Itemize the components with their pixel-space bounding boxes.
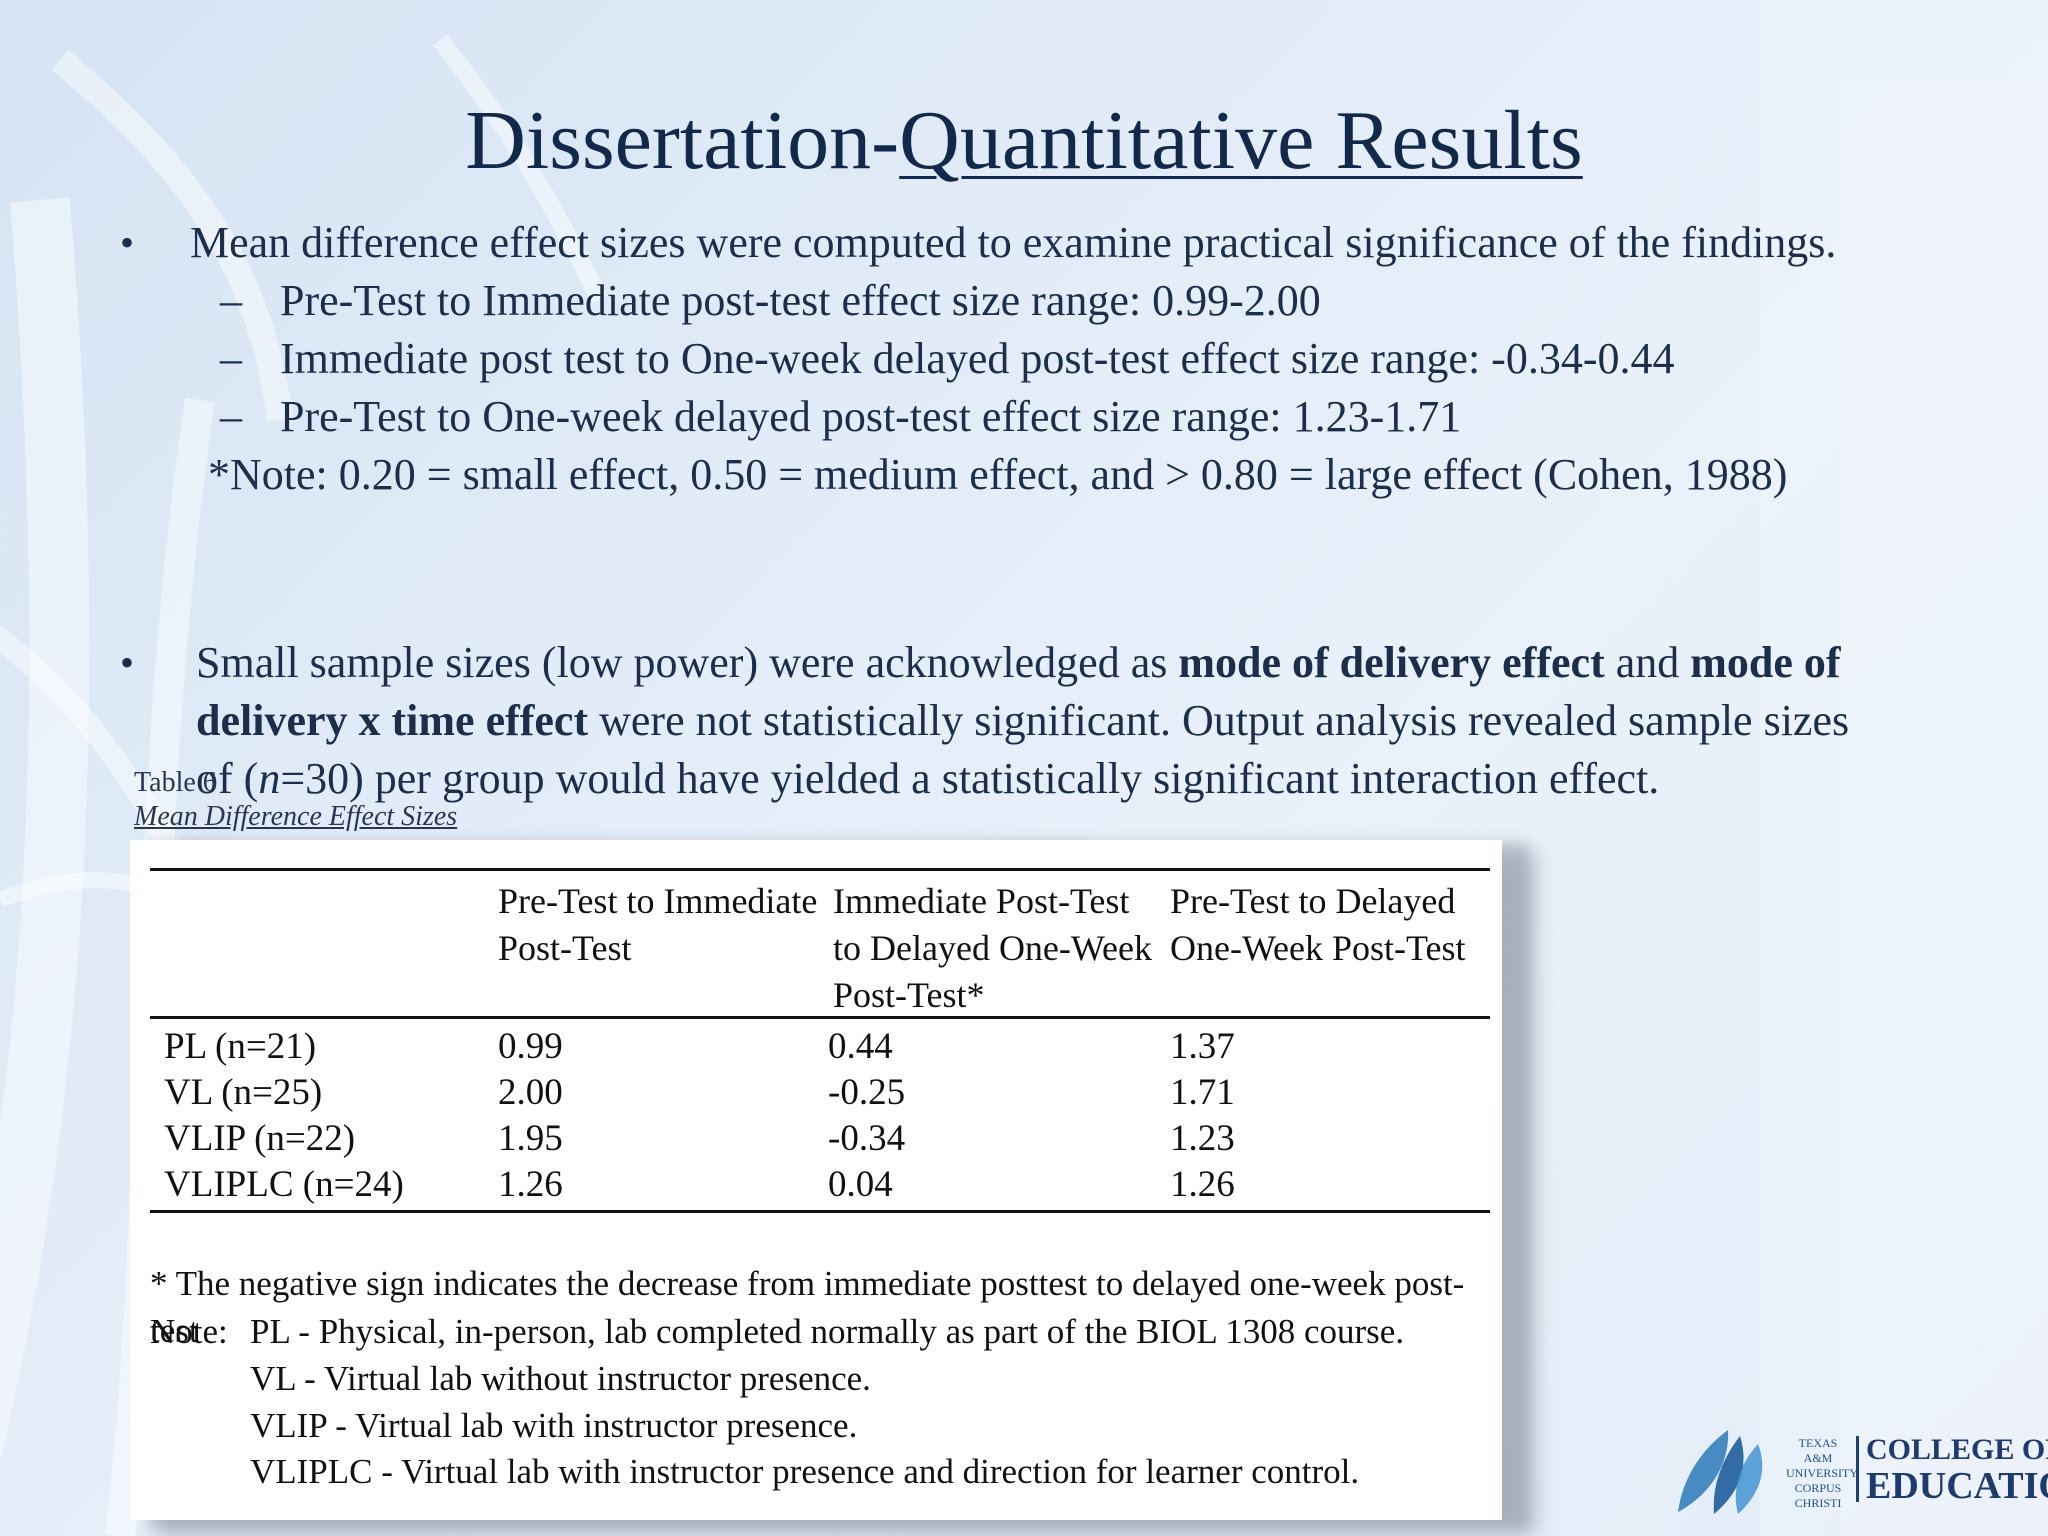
sub-bullet-item: – Pre-Test to One-week delayed post-test… <box>120 388 1880 446</box>
column-header: Pre-Test to Delayed One-Week Post-Test <box>1170 881 1466 968</box>
logo-divider <box>1856 1436 1859 1502</box>
column-header: Pre-Test to Immediate Post-Test <box>498 881 818 968</box>
dash-icon: – <box>220 276 242 325</box>
sub-bullet-text: Pre-Test to One-week delayed post-test e… <box>280 392 1462 441</box>
bullet-item-effect-sizes: • Mean difference effect sizes were comp… <box>120 214 1880 272</box>
table-caption: Table 6 Mean Difference Effect Sizes <box>134 766 457 834</box>
college-name: COLLEGE OF EDUCATION <box>1866 1433 2048 1507</box>
group-cell: PL (n=21) <box>164 1026 317 1067</box>
table-note-label: Note: <box>150 1312 228 1351</box>
table-title: Mean Difference Effect Sizes <box>134 801 458 832</box>
bullet-icon: • <box>120 640 135 685</box>
bullet-icon: • <box>120 220 135 265</box>
bullet-text-part: were not statistically significant. Outp… <box>196 696 1850 803</box>
value-cell: -0.25 <box>828 1072 906 1113</box>
column-header: Immediate Post-Test to Delayed One-Week … <box>833 881 1152 1015</box>
bullet-item-sample-size: • Small sample sizes (low power) were ac… <box>120 634 1880 808</box>
sub-bullet-text: Pre-Test to Immediate post-test effect s… <box>280 276 1321 325</box>
table-row: VLIPLC (n=24) 1.26 0.04 1.26 <box>130 1162 1502 1208</box>
bullet-bold-text: mode of delivery effect <box>1178 638 1605 687</box>
bullet-italic-text: n <box>258 754 281 803</box>
bullet-text-part: Small sample sizes (low power) were ackn… <box>196 638 1179 687</box>
value-cell: 0.44 <box>828 1026 893 1067</box>
university-wordmark: TEXAS A&M UNIVERSITY CORPUS CHRISTI <box>1786 1436 1858 1511</box>
college-name-line2: EDUCATION <box>1866 1465 2048 1507</box>
slide-title: Dissertation-Quantitative Results <box>0 92 2048 189</box>
value-cell: -0.34 <box>828 1118 906 1159</box>
wordmark-line: UNIVERSITY <box>1786 1466 1858 1480</box>
dash-icon: – <box>220 392 242 441</box>
table-note-line: VLIPLC - Virtual lab with instructor pre… <box>250 1452 1360 1491</box>
value-cell: 1.26 <box>1170 1164 1235 1205</box>
group-cell: VL (n=25) <box>164 1072 323 1113</box>
college-of-education-logo: TEXAS A&M UNIVERSITY CORPUS CHRISTI COLL… <box>1668 1422 2048 1518</box>
wordmark-line: CORPUS <box>1794 1481 1842 1495</box>
sub-bullet-text: Immediate post test to One-week delayed … <box>280 334 1675 383</box>
group-cell: VLIP (n=22) <box>164 1118 356 1159</box>
bullet-text-part: and <box>1604 638 1691 687</box>
title-plain: Dissertation- <box>465 94 900 187</box>
sub-bullet-item: – Immediate post test to One-week delaye… <box>120 330 1880 388</box>
leaf-emblem-icon <box>1678 1430 1763 1514</box>
value-cell: 0.04 <box>828 1164 893 1205</box>
value-cell: 2.00 <box>498 1072 563 1113</box>
table-footnote: * The negative sign indicates the decrea… <box>150 1264 1465 1350</box>
bullet-text: Mean difference effect sizes were comput… <box>190 218 1837 267</box>
wordmark-line: TEXAS A&M <box>1798 1436 1838 1465</box>
table-rule <box>150 868 1490 871</box>
bullet-bold-text: mode of delivery x time effect <box>196 638 1841 745</box>
value-cell: 1.71 <box>1170 1072 1235 1113</box>
value-cell: 1.95 <box>498 1118 563 1159</box>
value-cell: 1.26 <box>498 1164 563 1205</box>
table-note-line: VL - Virtual lab without instructor pres… <box>250 1359 871 1398</box>
bullet-block-1: • Mean difference effect sizes were comp… <box>120 214 1880 504</box>
table-rule <box>150 1016 1490 1019</box>
table-row: PL (n=21) 0.99 0.44 1.37 <box>130 1024 1502 1070</box>
dash-icon: – <box>220 334 242 383</box>
table-note-line: PL - Physical, in-person, lab completed … <box>250 1312 1405 1351</box>
table-note-line: VLIP - Virtual lab with instructor prese… <box>250 1406 858 1445</box>
value-cell: 0.99 <box>498 1026 563 1067</box>
value-cell: 1.37 <box>1170 1026 1235 1067</box>
group-cell: VLIPLC (n=24) <box>164 1164 404 1205</box>
table-row: VL (n=25) 2.00 -0.25 1.71 <box>130 1070 1502 1116</box>
wordmark-line: CHRISTI <box>1794 1496 1842 1510</box>
table-rule <box>150 1210 1490 1213</box>
effect-size-note: *Note: 0.20 = small effect, 0.50 = mediu… <box>208 450 1788 499</box>
table-row: VLIP (n=22) 1.95 -0.34 1.23 <box>130 1116 1502 1162</box>
value-cell: 1.23 <box>1170 1118 1235 1159</box>
college-name-line1: COLLEGE OF <box>1866 1433 2048 1466</box>
table-label: Table 6 <box>134 767 217 798</box>
effect-size-table: Pre-Test to Immediate Post-Test Immediat… <box>130 840 1502 1520</box>
title-underlined: Quantitative Results <box>899 94 1583 187</box>
sub-bullet-item: – Pre-Test to Immediate post-test effect… <box>120 272 1880 330</box>
bullet-text-part: =30) per group would have yielded a stat… <box>280 754 1660 803</box>
bullet-block-2: • Small sample sizes (low power) were ac… <box>120 634 1880 836</box>
